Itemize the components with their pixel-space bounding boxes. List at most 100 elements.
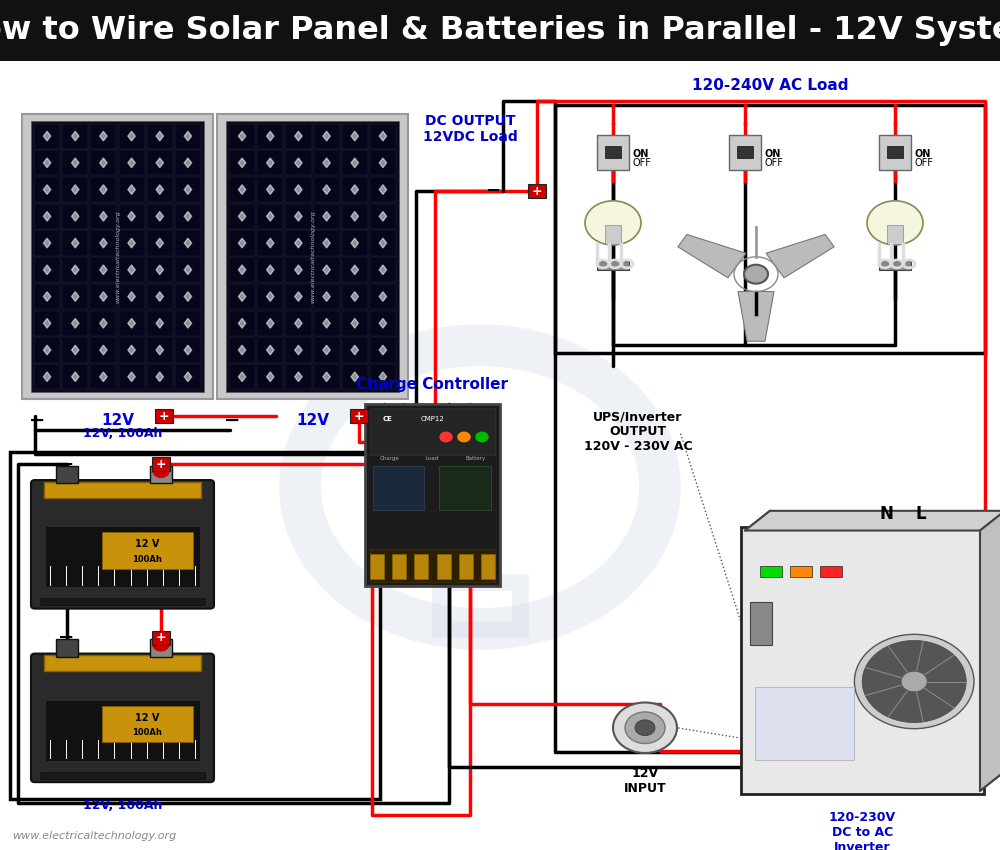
Polygon shape <box>43 292 51 302</box>
Text: 120-240V AC Load: 120-240V AC Load <box>692 77 848 93</box>
Text: −: − <box>224 411 240 429</box>
Bar <box>314 150 340 175</box>
Bar <box>229 230 255 256</box>
Polygon shape <box>379 158 387 167</box>
Polygon shape <box>267 158 274 167</box>
Text: 120-230V
DC to AC
Inverter: 120-230V DC to AC Inverter <box>829 811 896 850</box>
Polygon shape <box>72 265 79 275</box>
Bar <box>45 700 200 761</box>
Polygon shape <box>72 372 79 382</box>
Polygon shape <box>72 184 79 195</box>
Bar <box>34 177 60 202</box>
Polygon shape <box>267 131 274 141</box>
Bar <box>342 364 368 389</box>
Bar <box>34 150 60 175</box>
Text: 12 V: 12 V <box>135 713 159 722</box>
Polygon shape <box>295 319 302 328</box>
Bar <box>175 258 201 282</box>
Text: OFF: OFF <box>632 158 651 168</box>
Bar <box>175 204 201 229</box>
Bar <box>370 408 495 455</box>
Circle shape <box>901 672 927 692</box>
Bar <box>314 204 340 229</box>
Bar <box>605 225 621 244</box>
Bar <box>45 526 200 587</box>
Circle shape <box>744 264 768 284</box>
Polygon shape <box>43 265 51 275</box>
Text: 100Ah: 100Ah <box>132 728 162 737</box>
Polygon shape <box>267 372 274 382</box>
Polygon shape <box>72 345 79 354</box>
Bar <box>31 122 204 392</box>
Bar <box>285 150 312 175</box>
Text: 12V, 100Ah: 12V, 100Ah <box>83 427 162 439</box>
Bar <box>152 631 170 645</box>
Bar <box>314 364 340 389</box>
Polygon shape <box>323 319 330 328</box>
Text: 12V, 100Ah: 12V, 100Ah <box>83 799 162 812</box>
Polygon shape <box>379 212 387 221</box>
Bar <box>314 284 340 309</box>
Bar <box>597 261 629 270</box>
Bar <box>62 204 88 229</box>
Bar <box>119 150 145 175</box>
Bar <box>257 204 283 229</box>
Polygon shape <box>238 345 246 354</box>
Bar <box>229 150 255 175</box>
Polygon shape <box>156 292 163 302</box>
Bar <box>342 123 368 149</box>
Bar <box>119 177 145 202</box>
Polygon shape <box>323 345 330 354</box>
Bar <box>62 284 88 309</box>
Polygon shape <box>72 238 79 248</box>
Circle shape <box>854 634 974 728</box>
Text: OFF: OFF <box>764 158 783 168</box>
Circle shape <box>867 201 923 245</box>
Bar <box>147 284 173 309</box>
Bar <box>350 409 368 423</box>
Polygon shape <box>238 265 246 275</box>
Polygon shape <box>72 212 79 221</box>
Polygon shape <box>238 238 246 248</box>
Polygon shape <box>184 372 192 382</box>
Text: Charge: Charge <box>379 456 399 462</box>
Polygon shape <box>379 265 387 275</box>
Polygon shape <box>100 345 107 354</box>
Text: ON: ON <box>632 150 649 160</box>
Polygon shape <box>100 319 107 328</box>
Bar <box>229 337 255 363</box>
Bar <box>34 258 60 282</box>
Text: Battery: Battery <box>466 456 486 462</box>
Polygon shape <box>323 292 330 302</box>
Polygon shape <box>72 131 79 141</box>
Polygon shape <box>323 131 330 141</box>
Bar <box>370 311 396 336</box>
Bar <box>342 337 368 363</box>
Bar <box>229 258 255 282</box>
Text: www.electricaltechnology.org: www.electricaltechnology.org <box>12 830 176 841</box>
Polygon shape <box>128 319 135 328</box>
Polygon shape <box>156 212 163 221</box>
Text: 100Ah: 100Ah <box>132 554 162 564</box>
Polygon shape <box>72 158 79 167</box>
Polygon shape <box>295 238 302 248</box>
Polygon shape <box>184 345 192 354</box>
Polygon shape <box>351 184 358 195</box>
Bar <box>285 258 312 282</box>
Polygon shape <box>267 238 274 248</box>
Polygon shape <box>100 158 107 167</box>
Text: −: − <box>58 628 75 648</box>
Polygon shape <box>184 265 192 275</box>
Bar <box>175 337 201 363</box>
Polygon shape <box>295 184 302 195</box>
Text: −: − <box>485 183 501 201</box>
Text: CE: CE <box>383 416 393 422</box>
Polygon shape <box>100 238 107 248</box>
Bar <box>370 364 396 389</box>
Bar <box>342 311 368 336</box>
Bar <box>119 364 145 389</box>
Bar <box>257 177 283 202</box>
Polygon shape <box>238 372 246 382</box>
Bar <box>257 311 283 336</box>
Circle shape <box>440 433 452 442</box>
